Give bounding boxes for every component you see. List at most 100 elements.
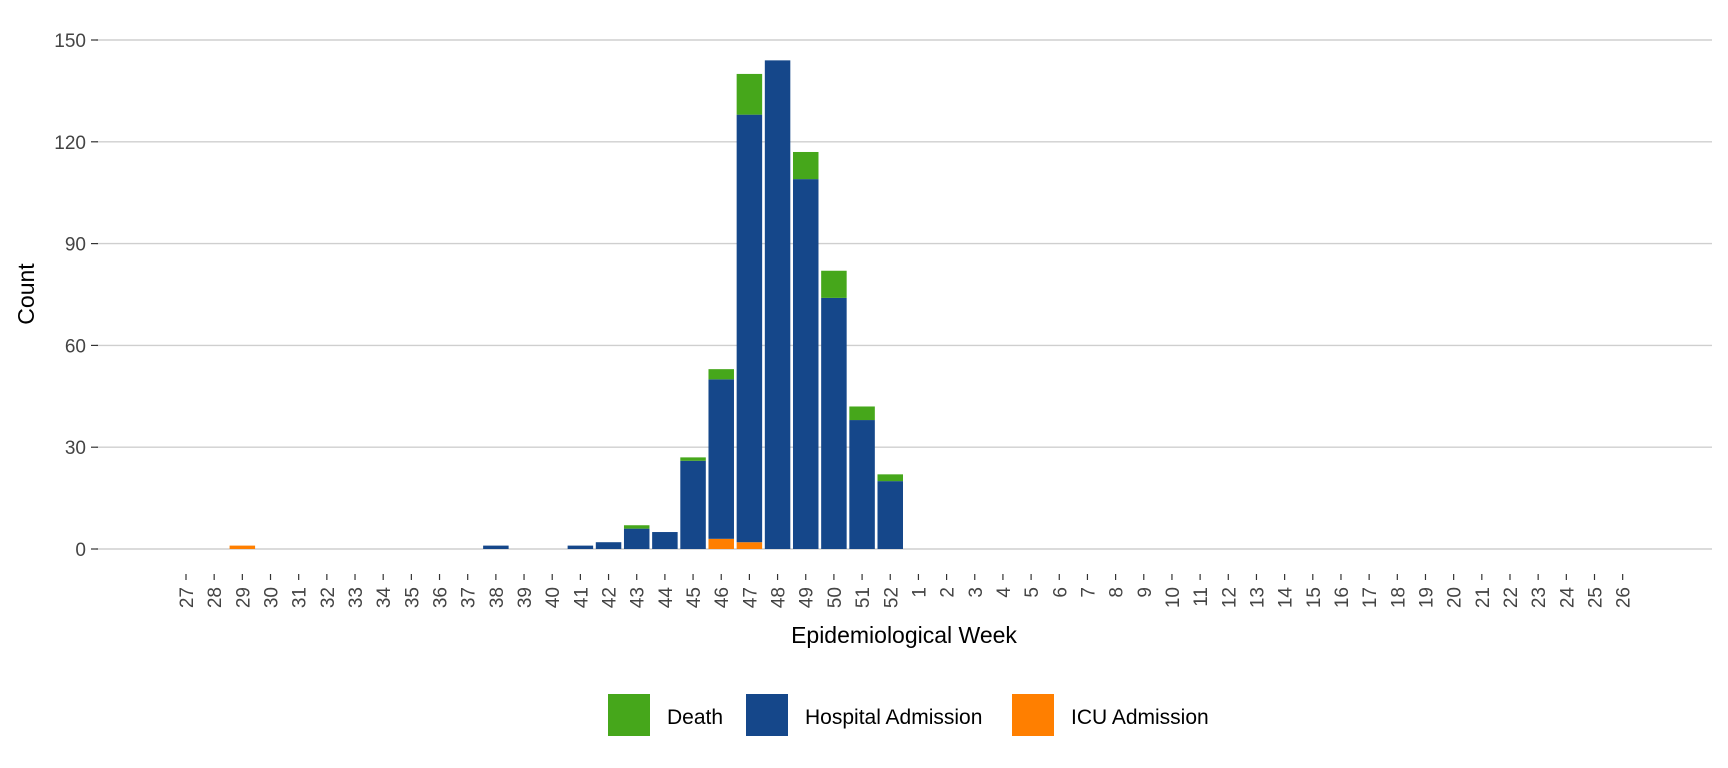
legend-label: Death [667,706,723,729]
bar-segment [708,369,734,380]
bar-segment [792,151,819,180]
bar-segment [736,114,763,543]
legend-swatch [608,694,650,736]
x-tick-label: 36 [431,587,452,608]
x-tick-label: 5 [1022,587,1043,598]
bar-segment [764,60,791,550]
legend-item: Hospital Admission [746,694,982,736]
x-tick-label: 39 [515,587,536,608]
x-tick-label: 41 [571,587,592,608]
legend-label: Hospital Admission [805,706,982,729]
bar-segment [736,542,763,549]
x-tick-label: 19 [1416,587,1437,608]
x-tick-label: 13 [1247,587,1268,608]
x-tick-label: 18 [1388,587,1409,608]
y-tick-label: 90 [65,235,86,256]
x-tick-label: 35 [402,587,423,608]
bar-segment [708,538,734,549]
bar-segment [877,481,903,549]
x-tick-label: 27 [177,587,198,608]
x-tick-label: 14 [1276,587,1297,609]
bar-segment [792,179,819,550]
x-tick-label: 26 [1614,587,1635,608]
bar-segment [623,528,650,549]
legend-label: ICU Admission [1071,706,1209,729]
x-tick-label: 28 [205,587,226,608]
x-tick-label: 34 [374,587,395,609]
x-tick-label: 15 [1304,587,1325,608]
bar-segment [595,542,622,549]
bar-segment [680,457,706,461]
x-tick-label: 42 [600,587,621,608]
y-tick-label: 0 [75,540,86,561]
x-tick-label: 25 [1586,587,1607,608]
x-tick-label: 50 [825,587,846,608]
x-tick-label: 43 [628,587,649,608]
x-tick-label: 2 [938,587,959,598]
legend-swatch [746,694,788,736]
bar-segment [821,270,847,298]
x-tick-label: 32 [318,587,339,608]
bar-segment [708,379,734,539]
x-tick-label: 8 [1107,587,1128,598]
x-tick-label: 10 [1163,587,1184,608]
y-axis-title: Count [13,263,39,325]
bar-segment [652,532,678,549]
bar-segment [849,406,875,421]
bar-segment [229,545,256,549]
x-tick-label: 23 [1529,587,1550,608]
x-tick-label: 12 [1219,587,1240,608]
x-tick-label: 38 [487,587,508,608]
x-tick-label: 37 [459,587,480,608]
x-tick-label: 1 [909,587,930,598]
x-tick-label: 49 [797,587,818,608]
x-tick-label: 48 [769,587,790,608]
x-tick-label: 45 [684,587,705,608]
x-tick-label: 17 [1360,587,1381,608]
bar-segment [877,474,903,482]
x-tick-label: 3 [966,587,987,598]
bar-segment [483,545,509,549]
x-tick-label: 11 [1191,587,1212,607]
y-tick-label: 60 [65,336,86,357]
bar-segment [821,297,847,549]
x-axis-title: Epidemiological Week [791,622,1017,648]
x-tick-label: 22 [1501,587,1522,608]
bar-segment [680,460,706,549]
bars [229,60,903,550]
x-tick-label: 52 [881,587,902,608]
y-tick-label: 30 [65,438,86,459]
x-tick-label: 9 [1135,587,1156,598]
x-tick-label: 31 [290,587,311,608]
x-tick-label: 29 [233,587,254,608]
y-tick-label: 150 [54,31,86,52]
x-tick-label: 40 [543,587,564,608]
bar-segment [623,525,650,529]
x-tick-label: 7 [1078,587,1099,598]
x-tick-label: 30 [262,587,283,608]
bar-segment [567,545,594,549]
x-tick-label: 21 [1473,587,1494,608]
x-tick-label: 33 [346,587,367,608]
legend-swatch [1012,694,1054,736]
legend-item: ICU Admission [1012,694,1209,736]
x-tick-label: 20 [1445,587,1466,608]
y-axis: 0 30 60 90 120 150 [54,31,98,561]
bar-segment [849,420,875,549]
x-tick-label: 4 [994,587,1015,598]
x-tick-label: 6 [1050,587,1071,598]
x-tick-label: 44 [656,587,677,609]
y-tick-label: 120 [54,133,86,154]
legend-item: Death [608,694,723,736]
bar-segment [736,73,763,115]
legend: Death Hospital Admission ICU Admission [608,694,1209,736]
x-tick-label: 46 [712,587,733,608]
x-tick-label: 16 [1332,587,1353,608]
x-tick-label: 47 [740,587,761,608]
gridlines [96,39,1712,550]
x-axis: 27 28 29 30 31 32 33 34 35 36 37 38 39 40 41 42 43 44 45 46… [177,574,1635,608]
x-tick-label: 24 [1557,587,1578,609]
x-tick-label: 51 [853,587,874,608]
